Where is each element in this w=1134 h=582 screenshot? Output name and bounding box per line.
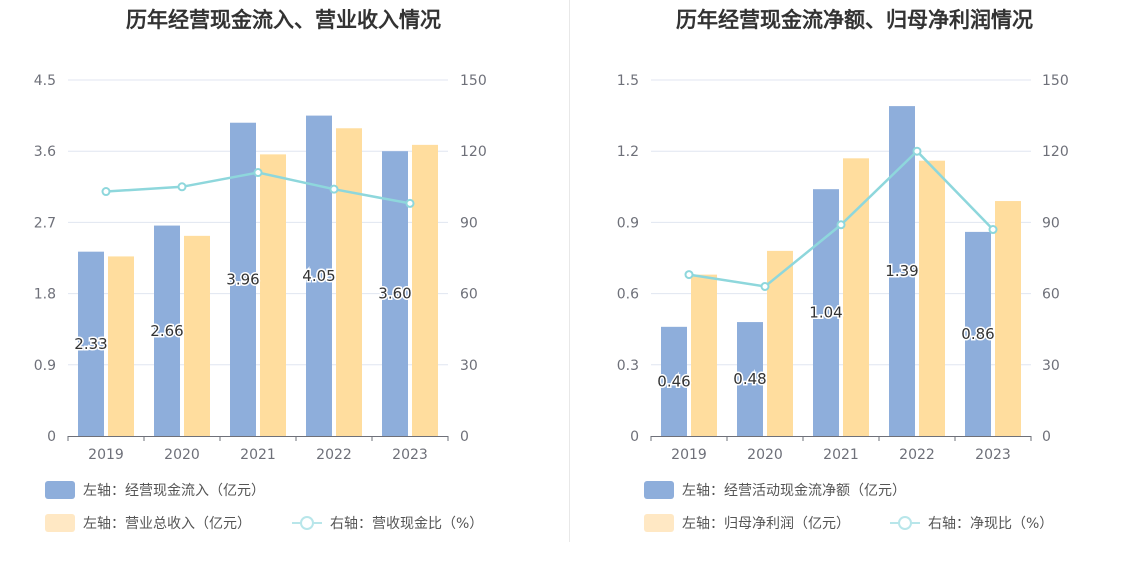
legend-label: 左轴：经营现金流入（亿元） <box>83 483 265 499</box>
ratio-point <box>253 168 263 178</box>
legend-swatch-net-cashflow <box>644 481 674 499</box>
ratio-point <box>912 146 922 156</box>
legend-label: 右轴：营收现金比（%） <box>330 516 484 532</box>
x-axis-tick-label: 2022 <box>899 447 935 463</box>
bar-primary <box>737 322 763 436</box>
bar-secondary <box>412 144 438 437</box>
legend-item-ratio[interactable]: 右轴：营收现金比（%） <box>292 513 483 533</box>
legend-item-net-cash-ratio[interactable]: 右轴：净现比（%） <box>890 513 1053 533</box>
ratio-point <box>760 281 770 291</box>
ratio-point <box>836 220 846 230</box>
right-axis-tick-label: 120 <box>460 144 487 160</box>
left-axis-tick-label: 4.5 <box>34 73 56 89</box>
legend-line-icon <box>292 514 322 532</box>
left-axis-tick-label: 0 <box>47 429 56 445</box>
x-axis-tick-label: 2021 <box>823 447 859 463</box>
bar-primary <box>154 225 180 436</box>
legend-label: 左轴：营业总收入（亿元） <box>83 516 251 532</box>
legend-item-revenue[interactable]: 左轴：营业总收入（亿元） <box>45 513 251 533</box>
x-axis-tick-label: 2019 <box>671 447 707 463</box>
legend-label: 左轴：经营活动现金流净额（亿元） <box>682 483 906 499</box>
x-axis-tick-label: 2021 <box>240 447 276 463</box>
left-axis-tick-label: 0.3 <box>617 358 639 374</box>
ratio-point <box>684 270 694 280</box>
left-chart-plot: 0 0.9 1.8 2.7 3.6 4.5 0 30 60 90 120 150 2019 2020 202… <box>34 73 487 463</box>
x-axis-tick-label: 2022 <box>316 447 352 463</box>
left-axis-tick-label: 0.6 <box>617 287 639 303</box>
ratio-point <box>177 182 187 192</box>
right-axis-tick-label: 0 <box>1042 429 1051 445</box>
bar-value-label: 2.33 <box>74 335 107 353</box>
left-axis-tick-label: 2.7 <box>34 215 56 231</box>
right-chart-panel: 历年经营现金流净额、归母净利润情况 0 0.3 0.6 0.9 1.2 1.5 0 30 60 9… <box>575 0 1134 582</box>
chart-title: 历年经营现金流入、营业收入情况 <box>126 8 441 32</box>
bar-secondary <box>843 158 869 436</box>
bar-value-label: 0.46 <box>657 372 690 390</box>
right-axis-tick-label: 120 <box>1042 144 1069 160</box>
x-axis-tick-label: 2023 <box>975 447 1011 463</box>
bar-primary <box>889 106 915 437</box>
bar-secondary <box>336 128 362 436</box>
ratio-point <box>329 184 339 194</box>
x-axis-tick-label: 2020 <box>164 447 200 463</box>
bar-secondary <box>919 160 945 436</box>
left-axis-tick-label: 3.6 <box>34 144 56 160</box>
ratio-point <box>101 187 111 197</box>
right-axis-tick-label: 30 <box>460 358 478 374</box>
x-axis-tick-label: 2019 <box>88 447 124 463</box>
legend-item-net-profit[interactable]: 左轴：归母净利润（亿元） <box>644 513 850 533</box>
bar-secondary <box>184 235 210 436</box>
chart-title: 历年经营现金流净额、归母净利润情况 <box>676 8 1033 32</box>
bar-value-label: 1.04 <box>809 304 842 322</box>
panel-divider <box>569 0 570 542</box>
ratio-point <box>988 225 998 235</box>
right-axis-tick-label: 60 <box>1042 287 1060 303</box>
bar-secondary <box>995 201 1021 436</box>
right-axis-tick-label: 150 <box>1042 73 1069 89</box>
left-axis-tick-label: 1.8 <box>34 287 56 303</box>
x-axis-tick-label: 2020 <box>747 447 783 463</box>
left-chart-panel: 历年经营现金流入、营业收入情况 0 0.9 1.8 2.7 3.6 4.5 0 30 60 90 1… <box>34 8 487 533</box>
bar-value-label: 0.86 <box>961 325 994 343</box>
bar-primary <box>78 251 104 436</box>
legend-item-net-cashflow[interactable]: 左轴：经营活动现金流净额（亿元） <box>644 480 906 500</box>
left-axis-tick-label: 0 <box>630 429 639 445</box>
bar-value-label: 1.39 <box>885 262 918 280</box>
ratio-line <box>688 149 994 288</box>
ratio-line <box>105 171 411 205</box>
left-axis-tick-label: 0.9 <box>34 358 56 374</box>
legend-item-inflow[interactable]: 左轴：经营现金流入（亿元） <box>45 480 265 500</box>
left-axis-tick-label: 1.5 <box>617 73 639 89</box>
bar-value-label: 2.66 <box>150 322 183 340</box>
left-axis-tick-label: 0.9 <box>617 215 639 231</box>
x-axis-tick-label: 2023 <box>392 447 428 463</box>
legend-label: 右轴：净现比（%） <box>928 516 1054 532</box>
right-chart-plot: 0 0.3 0.6 0.9 1.2 1.5 0 30 60 90 120 150 2019 2020 202… <box>617 73 1069 463</box>
bar-secondary <box>691 274 717 436</box>
legend-line-icon <box>890 514 920 532</box>
bar-value-label: 3.96 <box>226 270 259 288</box>
bar-value-label: 0.48 <box>733 370 766 388</box>
legend-label: 左轴：归母净利润（亿元） <box>682 516 850 532</box>
bar-primary <box>661 326 687 436</box>
bar-secondary <box>108 256 134 436</box>
bar-primary <box>306 115 332 436</box>
bar-value-label: 3.60 <box>378 285 411 303</box>
bar-value-label: 4.05 <box>302 267 335 285</box>
bar-secondary <box>260 154 286 436</box>
legend-swatch-net-profit <box>644 514 674 532</box>
right-axis-tick-label: 150 <box>460 73 487 89</box>
right-axis-tick-label: 0 <box>460 429 469 445</box>
legend-swatch-revenue <box>45 514 75 532</box>
left-axis-tick-label: 1.2 <box>617 144 639 160</box>
right-axis-tick-label: 90 <box>460 215 478 231</box>
legend-swatch-inflow <box>45 481 75 499</box>
ratio-point <box>405 198 415 208</box>
bar-secondary <box>767 250 793 436</box>
bar-primary <box>965 231 991 436</box>
right-axis-tick-label: 30 <box>1042 358 1060 374</box>
right-axis-tick-label: 90 <box>1042 215 1060 231</box>
right-axis-tick-label: 60 <box>460 287 478 303</box>
